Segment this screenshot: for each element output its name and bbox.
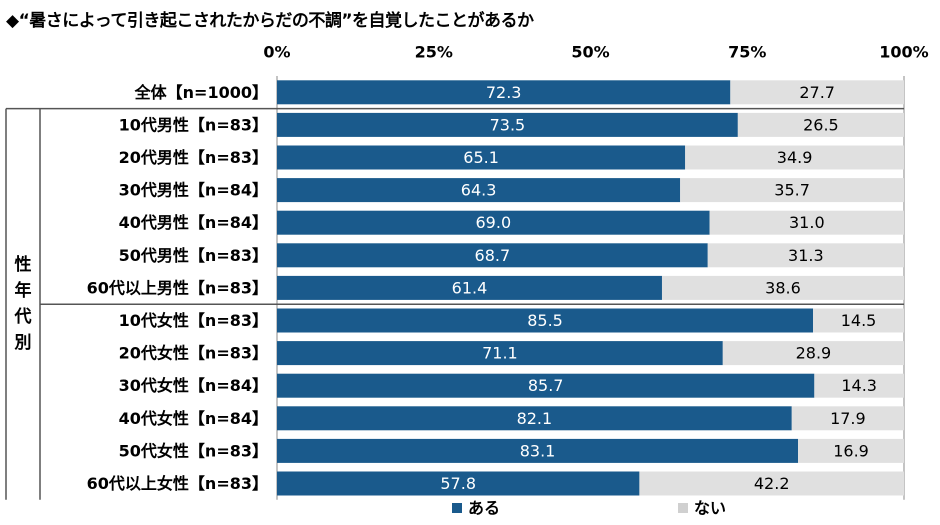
- data-label-nai: 14.3: [841, 376, 877, 395]
- bar-nai: [737, 112, 904, 137]
- data-label-aru: 83.1: [520, 441, 556, 460]
- legend-label-aru: ある: [468, 499, 500, 518]
- data-label-nai: 31.3: [788, 246, 824, 265]
- group-label-char: 代: [14, 306, 32, 327]
- row-label: 60代以上女性【n=83】: [87, 474, 268, 493]
- group-label-char: 別: [14, 333, 32, 353]
- bar-nai: [709, 210, 904, 235]
- data-label-nai: 35.7: [774, 181, 810, 200]
- data-label-aru: 85.5: [527, 311, 563, 330]
- data-label-aru: 72.3: [486, 83, 522, 102]
- data-label-aru: 68.7: [475, 246, 511, 265]
- row-label: 30代女性【n=84】: [119, 376, 268, 395]
- bar-aru: [277, 275, 662, 300]
- bar-aru: [277, 210, 710, 235]
- bar-nai: [798, 438, 904, 463]
- data-label-aru: 64.3: [461, 181, 497, 200]
- bar-aru: [277, 341, 723, 366]
- bar-nai: [680, 178, 904, 203]
- data-label-aru: 57.8: [440, 474, 476, 493]
- row-label: 10代男性【n=83】: [119, 115, 268, 134]
- axis-tick-label: 100%: [879, 43, 928, 62]
- axis-tick-label: 0%: [263, 43, 290, 62]
- axis-tick-label: 50%: [571, 43, 609, 62]
- bar-aru: [277, 80, 731, 105]
- row-label: 50代女性【n=83】: [119, 441, 268, 460]
- row-label: 60代以上男性【n=83】: [87, 278, 268, 297]
- bar-aru: [277, 438, 799, 463]
- row-label: 20代女性【n=83】: [119, 344, 268, 363]
- bar-nai: [730, 80, 904, 105]
- legend-label-nai: ない: [694, 499, 726, 518]
- bar-nai: [814, 373, 904, 398]
- axis-tick-label: 75%: [728, 43, 766, 62]
- bar-nai: [661, 275, 904, 300]
- row-label: 40代男性【n=84】: [119, 213, 268, 232]
- bar-nai: [722, 341, 904, 366]
- data-label-nai: 17.9: [830, 409, 866, 428]
- data-label-nai: 16.9: [833, 441, 869, 460]
- data-label-nai: 38.6: [765, 278, 801, 297]
- data-label-aru: 69.0: [476, 213, 512, 232]
- bar-nai: [685, 145, 904, 170]
- row-label: 20代男性【n=83】: [119, 148, 268, 167]
- chart-title: ◆“暑さによって引き起こされたからだの不調”を自覚したことがあるか: [6, 11, 534, 31]
- data-label-nai: 28.9: [796, 344, 832, 363]
- bar-nai: [813, 308, 904, 333]
- legend-swatch-nai: [678, 503, 688, 513]
- bar-aru: [277, 243, 708, 268]
- bar-aru: [277, 145, 686, 170]
- data-label-nai: 34.9: [777, 148, 813, 167]
- bar-nai: [707, 243, 904, 268]
- bar-aru: [277, 112, 738, 137]
- group-label-char: 性: [15, 254, 32, 275]
- data-label-nai: 42.2: [754, 474, 790, 493]
- data-label-aru: 85.7: [528, 376, 564, 395]
- data-label-nai: 14.5: [841, 311, 877, 330]
- bar-aru: [277, 406, 792, 431]
- bar-aru: [277, 308, 814, 333]
- row-label: 40代女性【n=84】: [119, 409, 268, 428]
- row-label: 10代女性【n=83】: [119, 311, 268, 330]
- group-label-char: 年: [15, 280, 32, 301]
- data-label-nai: 26.5: [803, 115, 839, 134]
- data-label-nai: 31.0: [789, 213, 825, 232]
- bar-aru: [277, 178, 681, 203]
- data-label-nai: 27.7: [799, 83, 835, 102]
- bar-aru: [277, 471, 640, 496]
- data-label-aru: 65.1: [463, 148, 499, 167]
- legend-swatch-aru: [452, 503, 462, 513]
- row-label: 30代男性【n=84】: [119, 181, 268, 200]
- data-label-aru: 73.5: [490, 115, 526, 134]
- row-label: 全体【n=1000】: [134, 83, 268, 102]
- bar-nai: [791, 406, 904, 431]
- data-label-aru: 82.1: [517, 409, 553, 428]
- axis-tick-label: 25%: [415, 43, 453, 62]
- data-label-aru: 71.1: [482, 344, 518, 363]
- bar-nai: [639, 471, 904, 496]
- row-label: 50代男性【n=83】: [119, 246, 268, 265]
- bar-aru: [277, 373, 815, 398]
- data-label-aru: 61.4: [452, 278, 488, 297]
